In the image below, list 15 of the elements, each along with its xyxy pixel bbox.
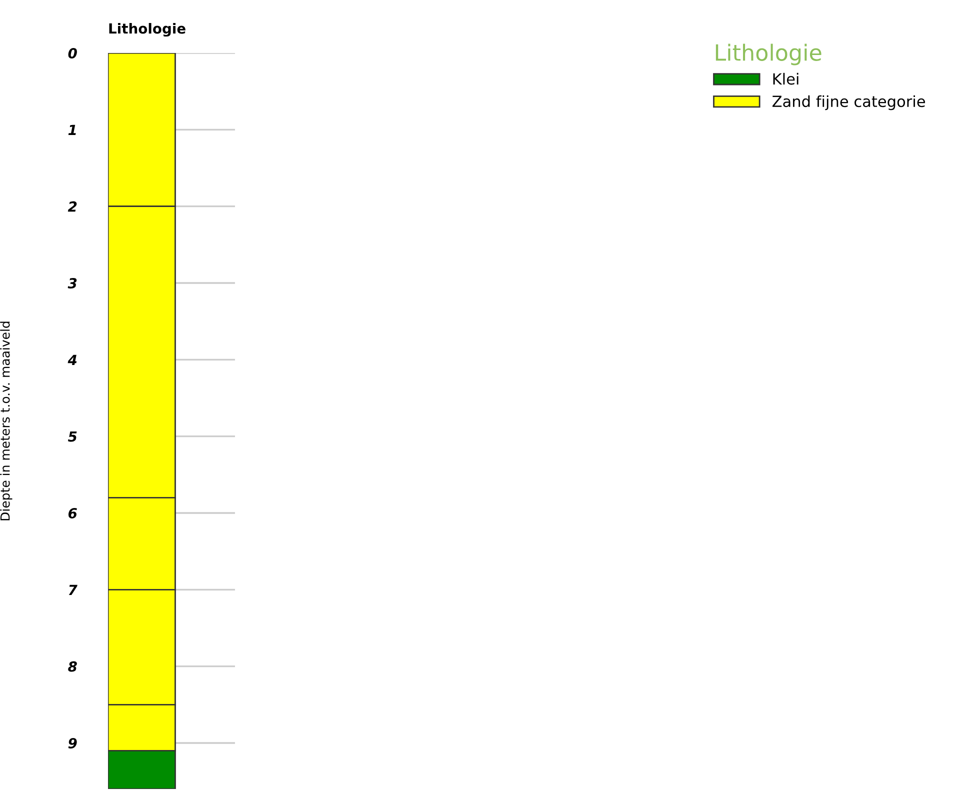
- y-axis-title: Diepte in meters t.o.v. maaiveld: [0, 322, 12, 520]
- y-tick-label: 4: [68, 354, 77, 365]
- chart-title: Lithologie: [109, 23, 186, 37]
- y-tick-label: 1: [68, 124, 76, 135]
- legend-title: Lithologie: [716, 44, 822, 66]
- legend-label: Zand fijne categorie: [772, 95, 925, 110]
- legend-label: Klei: [773, 72, 798, 85]
- y-tick-label: 5: [68, 431, 77, 442]
- y-tick-label: 8: [68, 661, 77, 672]
- y-tick-label: 3: [68, 278, 77, 288]
- y-tick-label: 6: [68, 508, 77, 518]
- y-tick-label: 9: [68, 738, 77, 748]
- y-tick-label: 0: [68, 48, 77, 58]
- y-tick-label: 2: [68, 201, 77, 212]
- y-tick-label: 7: [68, 584, 78, 595]
